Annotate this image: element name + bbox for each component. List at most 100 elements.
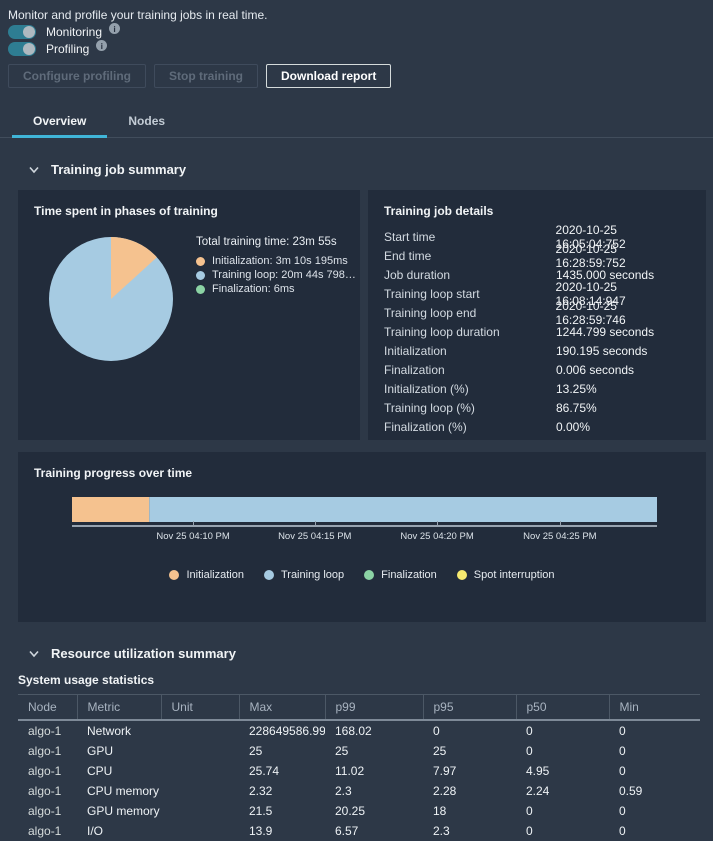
legend-item-training-loop: Training loop: [263, 569, 345, 581]
table-row: algo-1 I/O 13.9 6.57 2.3 0 0: [18, 821, 700, 841]
axis-tick: [314, 521, 316, 527]
axis-tick-label: Nov 25 04:10 PM: [156, 531, 230, 542]
cell-p99: 11.02: [335, 764, 365, 778]
pie-chart-area: Total training time: 23m 55s Initializat…: [34, 234, 356, 364]
cell-max: 25.74: [249, 764, 280, 778]
progress-timeline-chart: Nov 25 04:10 PM Nov 25 04:15 PM Nov 25 0…: [72, 497, 657, 542]
cell-max: 21.5: [249, 804, 273, 818]
info-icon[interactable]: i: [96, 40, 108, 51]
cell-node: algo-1: [28, 744, 62, 758]
stop-training-button[interactable]: Stop training: [153, 64, 258, 88]
legend-label: Finalization: 6ms: [212, 283, 295, 295]
col-header-p50: p50: [515, 694, 609, 721]
cell-metric: CPU memory: [87, 784, 160, 798]
detail-label: Training loop end: [384, 305, 477, 320]
col-header-unit: Unit: [160, 694, 239, 721]
detail-row: End time 2020-10-25 16:28:59:752: [384, 242, 690, 270]
action-buttons: Configure profiling Stop training Downlo…: [8, 64, 713, 88]
timeline-segment-training-loop: [149, 497, 657, 522]
section-title: Training job summary: [51, 162, 187, 177]
detail-label: Finalization (%): [384, 419, 467, 434]
detail-row: Training loop end 2020-10-25 16:28:59:746: [384, 299, 690, 327]
cell-unit: [161, 720, 239, 741]
table-row: algo-1 CPU memory 2.32 2.3 2.28 2.24 0.5…: [18, 781, 700, 801]
cell-p95: 7.97: [433, 764, 457, 778]
cell-p95: 18: [433, 804, 447, 818]
cell-metric: I/O: [87, 824, 104, 838]
cell-unit: [161, 741, 239, 761]
table-caption: System usage statistics: [18, 673, 155, 687]
legend-label: Finalization: [381, 569, 437, 581]
detail-label: Initialization: [384, 343, 447, 358]
profiler-dashboard: { "page": { "subtitle": "Monitor and pro…: [0, 8, 713, 838]
axis-tick-label: Nov 25 04:15 PM: [278, 531, 352, 542]
table-row: algo-1 CPU 25.74 11.02 7.97 4.95 0: [18, 761, 700, 781]
cell-node: algo-1: [28, 824, 62, 838]
detail-label: Training loop duration: [384, 324, 500, 339]
detail-row: Initialization (%) 13.25%: [384, 379, 690, 398]
legend-label: Training loop: [280, 569, 345, 581]
tab-overview[interactable]: Overview: [12, 106, 108, 138]
detail-row: Job duration 1435.000 seconds: [384, 265, 690, 284]
col-header-metric: Metric: [76, 694, 161, 721]
tab-bar: Overview Nodes: [0, 106, 713, 138]
cell-p95: 25: [433, 744, 447, 758]
training-loop-dot-icon: [263, 570, 274, 580]
time-phases-card: Time spent in phases of training Total t…: [18, 190, 360, 440]
cell-p99: 168.02: [335, 724, 372, 738]
toggle-knob: [23, 42, 35, 55]
pie-card-title: Time spent in phases of training: [34, 204, 218, 218]
finalization-dot-icon: [196, 284, 205, 294]
cell-p95: 2.28: [433, 784, 457, 798]
cell-min: 0: [619, 764, 626, 778]
timeline-legend: Initialization Training loop Finalizatio…: [34, 569, 690, 581]
legend-item-training-loop: Training loop: 20m 44s 798…: [196, 269, 356, 281]
cell-p99: 20.25: [335, 804, 366, 818]
detail-row: Finalization 0.006 seconds: [384, 360, 690, 379]
detail-label: Initialization (%): [384, 381, 469, 396]
cell-p50: 0: [526, 744, 533, 758]
cell-unit: [161, 801, 239, 821]
system-usage-table: Node Metric Unit Max p99 p95 p50 Min alg…: [18, 694, 700, 841]
cell-node: algo-1: [28, 804, 62, 818]
detail-value: 2020-10-25 16:28:59:746: [555, 298, 626, 327]
chevron-down-icon: [29, 166, 39, 173]
cell-p95: 2.3: [433, 824, 450, 838]
axis-tick: [559, 521, 561, 527]
axis-tick-label: Nov 25 04:20 PM: [400, 531, 474, 542]
download-report-button[interactable]: Download report: [265, 64, 392, 88]
resource-utilization-summary-header[interactable]: Resource utilization summary: [28, 646, 713, 661]
axis-tick: [193, 521, 195, 527]
detail-label: End time: [384, 248, 432, 263]
cell-p50: 0: [526, 804, 533, 818]
detail-label: Training loop start: [384, 286, 480, 301]
timeline-bar: [72, 497, 657, 522]
training-job-summary-header[interactable]: Training job summary: [28, 162, 713, 177]
profiling-toggle[interactable]: [8, 41, 36, 56]
detail-value: 2020-10-25 16:08:14:947: [555, 279, 626, 308]
cell-unit: [161, 761, 239, 781]
legend-label: Initialization: 3m 10s 195ms: [212, 255, 348, 267]
cell-p50: 0: [526, 724, 533, 738]
detail-value: 2020-10-25 16:28:59:752: [555, 241, 626, 270]
info-icon[interactable]: i: [109, 23, 121, 34]
detail-row: Start time 2020-10-25 16:05:04:752: [384, 223, 690, 251]
detail-value: 1244.799 seconds: [556, 324, 655, 339]
cell-min: 0.59: [619, 784, 643, 798]
tab-nodes[interactable]: Nodes: [128, 114, 166, 128]
details-list: Start time 2020-10-25 16:05:04:752 End ti…: [384, 223, 690, 436]
cell-p99: 2.3: [335, 784, 352, 798]
monitoring-toggle[interactable]: [8, 24, 36, 39]
time-axis: Nov 25 04:10 PM Nov 25 04:15 PM Nov 25 0…: [72, 521, 657, 542]
table-header-row: Node Metric Unit Max p99 p95 p50 Min: [18, 694, 700, 721]
col-header-p95: p95: [422, 694, 516, 721]
cell-node: algo-1: [28, 724, 62, 738]
cell-p50: 0: [526, 824, 533, 838]
profiling-toggle-label: Profiling: [46, 41, 90, 56]
detail-row: Finalization (%) 0.00%: [384, 417, 690, 436]
configure-profiling-button[interactable]: Configure profiling: [8, 64, 146, 88]
details-card-title: Training job details: [384, 204, 494, 218]
cell-unit: [161, 821, 239, 841]
legend-item-finalization: Finalization: [364, 569, 437, 581]
cell-max: 2.32: [249, 784, 273, 798]
